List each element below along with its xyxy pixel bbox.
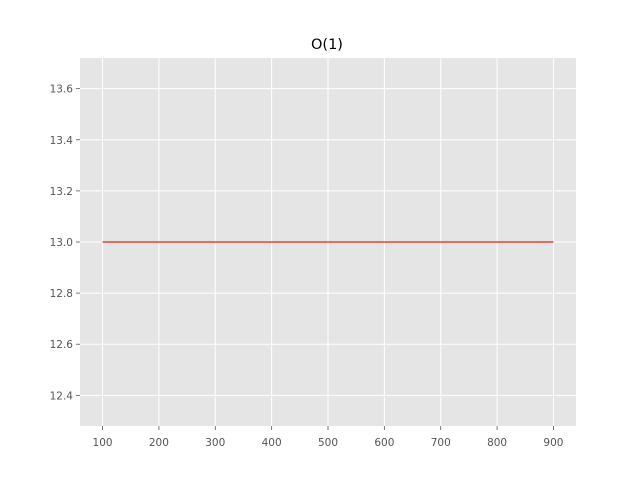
x-tick-label: 400 bbox=[262, 437, 282, 449]
x-tick-label: 700 bbox=[431, 437, 451, 449]
x-tick-label: 500 bbox=[318, 437, 338, 449]
y-tick-label: 12.8 bbox=[50, 288, 73, 300]
chart-title: O(1) bbox=[311, 37, 343, 53]
x-tick-label: 300 bbox=[205, 437, 225, 449]
y-tick-label: 12.4 bbox=[50, 390, 74, 402]
y-tick-label: 13.2 bbox=[50, 186, 73, 198]
x-tick-label: 600 bbox=[374, 437, 394, 449]
x-tick-label: 200 bbox=[149, 437, 169, 449]
y-axis: 12.4 12.6 12.8 13.0 13.2 13.4 13.6 bbox=[50, 84, 80, 402]
y-tick-label: 13.4 bbox=[50, 135, 74, 147]
x-axis: 100 200 300 400 500 600 700 800 900 bbox=[93, 426, 563, 449]
y-tick-label: 13.0 bbox=[50, 237, 73, 249]
y-tick-label: 12.6 bbox=[50, 339, 74, 351]
x-tick-label: 800 bbox=[487, 437, 507, 449]
x-tick-label: 900 bbox=[543, 437, 563, 449]
x-tick-label: 100 bbox=[93, 437, 113, 449]
y-tick-label: 13.6 bbox=[50, 84, 74, 96]
